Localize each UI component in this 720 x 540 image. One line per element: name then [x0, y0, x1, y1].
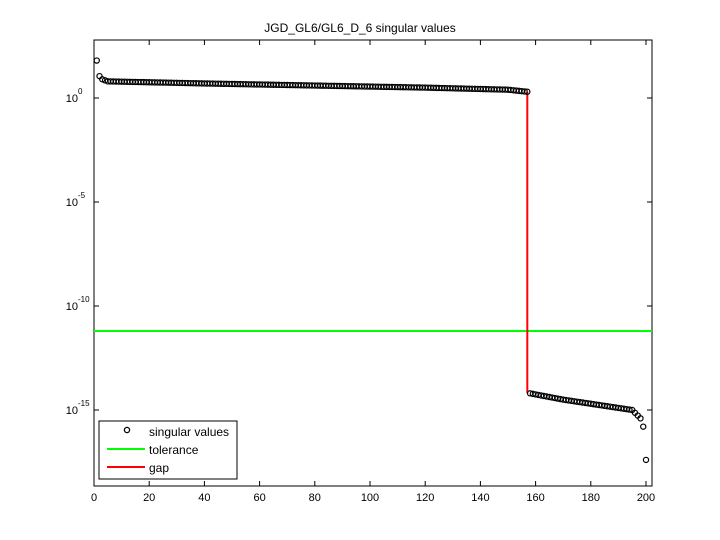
y-tick-exponent: 0	[78, 87, 83, 96]
y-tick-exponent: -10	[78, 295, 90, 304]
x-tick-label: 60	[253, 492, 265, 504]
x-tick-label: 160	[526, 492, 544, 504]
x-tick-label: 200	[637, 492, 655, 504]
x-tick-label: 100	[361, 492, 379, 504]
y-tick-label: 10	[66, 93, 78, 105]
legend-label: singular values	[149, 425, 229, 439]
data-point	[642, 456, 650, 464]
legend-label: tolerance	[149, 443, 199, 457]
y-tick-label: 10	[66, 405, 78, 417]
x-tick-label: 180	[582, 492, 600, 504]
legend-marker-icon	[123, 426, 131, 434]
y-tick-exponent: -15	[78, 399, 90, 408]
x-tick-label: 80	[309, 492, 321, 504]
x-tick-label: 40	[198, 492, 210, 504]
chart-title: JGD_GL6/GL6_D_6 singular values	[264, 21, 456, 35]
x-tick-label: 120	[416, 492, 434, 504]
x-tick-label: 140	[471, 492, 489, 504]
axes-frame	[93, 39, 653, 487]
data-point	[524, 88, 531, 95]
data-point	[637, 415, 644, 422]
y-tick-label: 10	[66, 301, 78, 313]
y-tick-exponent: -5	[78, 191, 86, 200]
data-point	[626, 406, 633, 413]
legend: singular values tolerance gap	[98, 420, 238, 480]
data-point	[640, 423, 647, 430]
data-point	[93, 57, 100, 64]
legend-label: gap	[149, 461, 169, 475]
y-tick-label: 10	[66, 197, 78, 209]
x-tick-label: 20	[143, 492, 155, 504]
data-point	[521, 88, 528, 95]
singular-values-series	[93, 57, 650, 464]
x-tick-label: 0	[91, 492, 97, 504]
